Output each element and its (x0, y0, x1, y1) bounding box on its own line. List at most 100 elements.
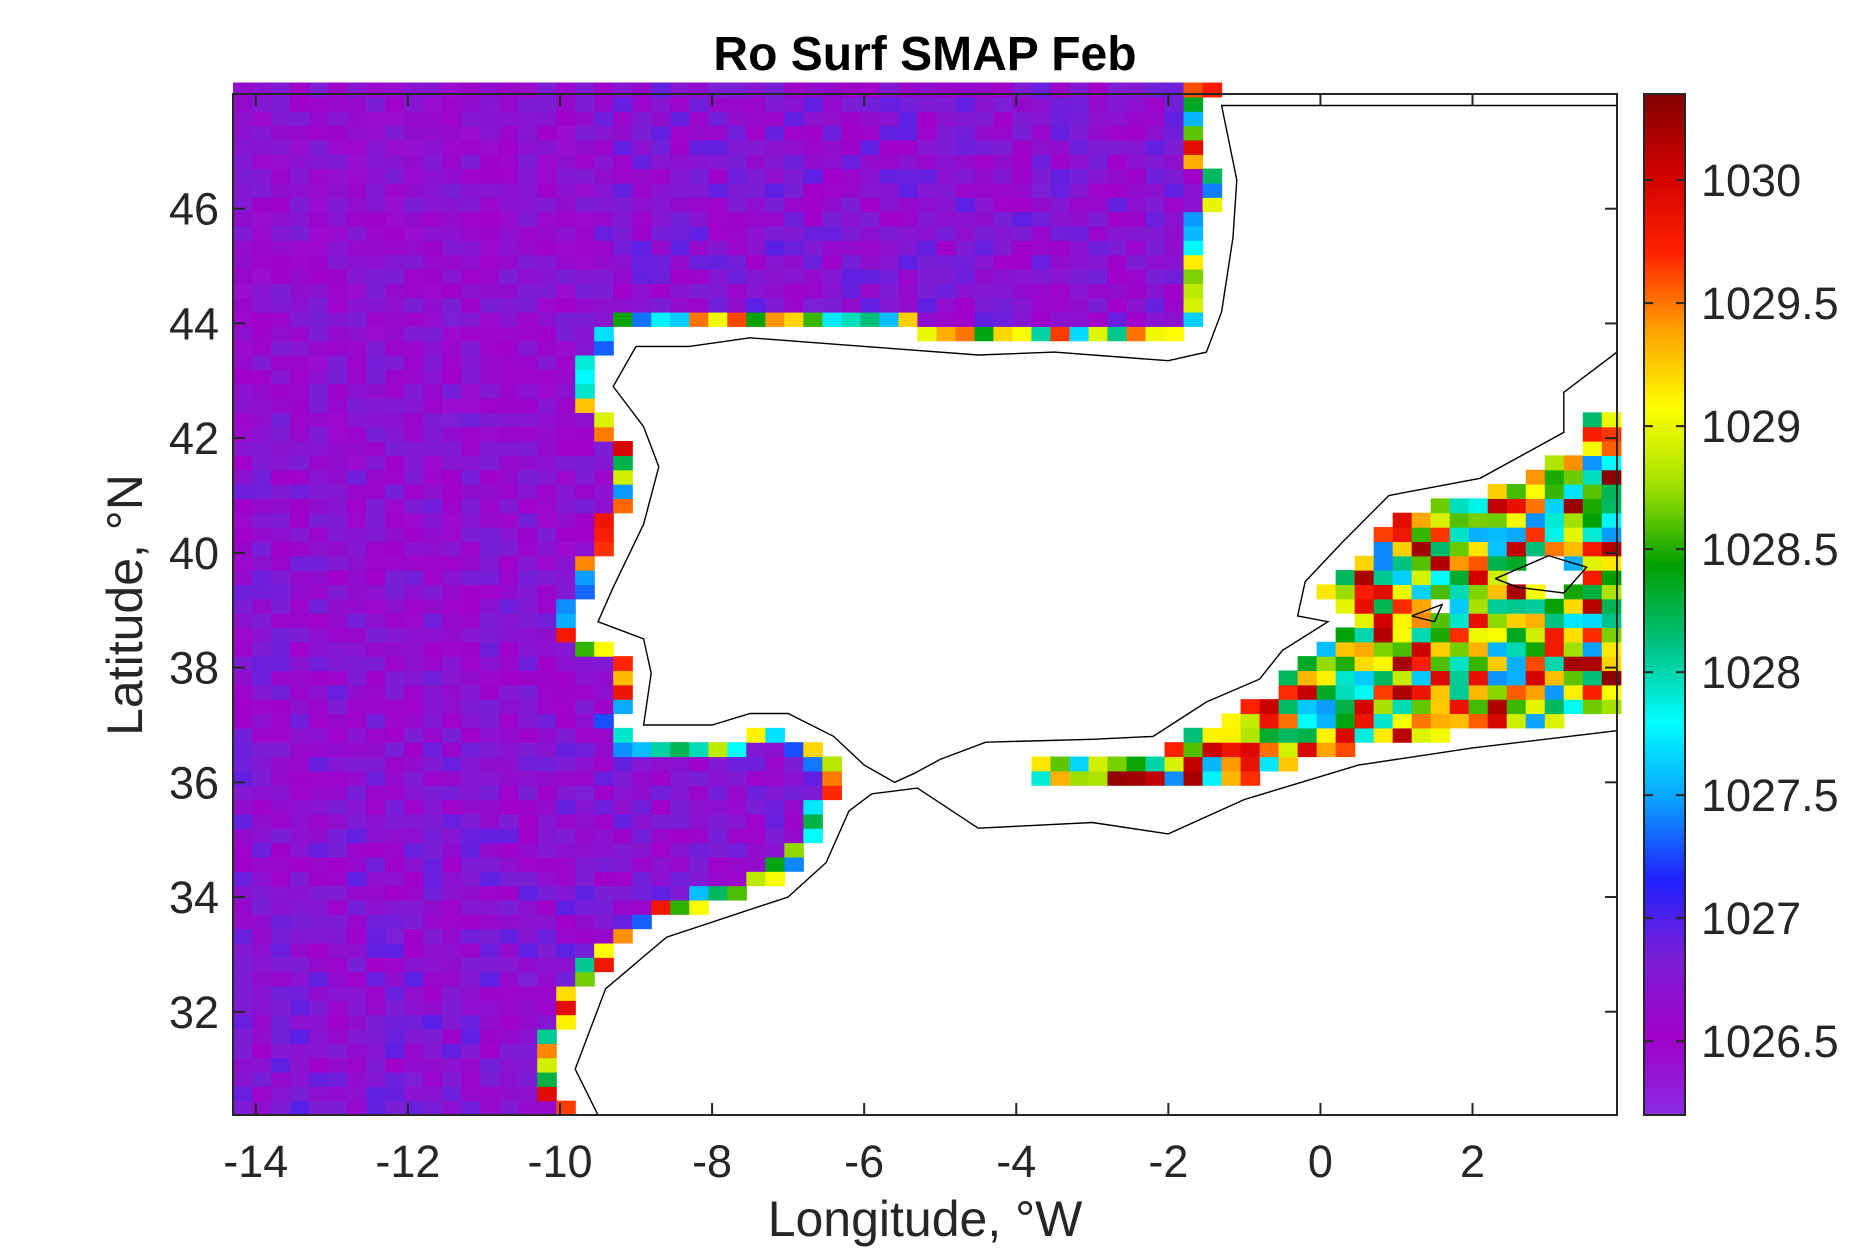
heatmap-cell (442, 1100, 462, 1116)
heatmap-cell (252, 613, 272, 629)
heatmap-cell (1468, 584, 1489, 600)
heatmap-cell (423, 326, 443, 342)
heatmap-cell (252, 168, 272, 184)
heatmap-cell (271, 928, 291, 944)
heatmap-cell (594, 82, 614, 98)
heatmap-cell (1183, 197, 1204, 213)
heatmap-cell (1354, 598, 1375, 614)
heatmap-cell (879, 197, 899, 213)
heatmap-cell (366, 641, 386, 657)
heatmap-cell (1430, 555, 1451, 571)
heatmap-cell (841, 311, 861, 327)
heatmap-cell (860, 96, 880, 112)
heatmap-cell (442, 96, 462, 112)
heatmap-cell (385, 699, 405, 715)
heatmap-cell (1183, 211, 1204, 227)
heatmap-cell (1392, 627, 1413, 643)
heatmap-cell (822, 297, 842, 313)
heatmap-cell (765, 168, 785, 184)
heatmap-cell (860, 297, 880, 313)
heatmap-cell (423, 1071, 443, 1087)
heatmap-cell (347, 283, 367, 299)
heatmap-cell (575, 283, 595, 299)
heatmap-cell (271, 584, 291, 600)
heatmap-cell (442, 1014, 462, 1030)
heatmap-cell (822, 283, 842, 299)
heatmap-cells (233, 82, 1622, 1116)
heatmap-cell (385, 197, 405, 213)
heatmap-cell (537, 957, 557, 973)
heatmap-cell (233, 369, 253, 385)
heatmap-cell (366, 139, 386, 155)
heatmap-cell (233, 770, 253, 786)
heatmap-cell (556, 871, 576, 887)
heatmap-cell (404, 412, 424, 428)
heatmap-cell (1392, 641, 1413, 657)
heatmap-cell (974, 211, 995, 227)
heatmap-cell (1563, 627, 1584, 643)
heatmap-cell (860, 225, 880, 241)
heatmap-cell (328, 799, 348, 815)
heatmap-cell (328, 856, 348, 872)
heatmap-cell (328, 469, 348, 485)
heatmap-cell (271, 1071, 291, 1087)
heatmap-cell (271, 541, 291, 557)
heatmap-cell (613, 928, 633, 944)
heatmap-cell (309, 842, 329, 858)
heatmap-cell (271, 828, 291, 844)
heatmap-cell (841, 96, 861, 112)
heatmap-cell (385, 570, 405, 586)
heatmap-cell (233, 885, 253, 901)
heatmap-cell (955, 326, 976, 342)
heatmap-cell (575, 182, 595, 198)
heatmap-cell (480, 885, 500, 901)
heatmap-cell (1563, 469, 1584, 485)
heatmap-cell (670, 168, 690, 184)
heatmap-cell (499, 383, 519, 399)
heatmap-cell (575, 512, 595, 528)
heatmap-cell (1145, 297, 1166, 313)
heatmap-cell (993, 211, 1014, 227)
heatmap-cell (879, 111, 899, 127)
heatmap-cell (860, 268, 880, 284)
heatmap-cell (480, 168, 500, 184)
y-tick-label: 36 (169, 757, 219, 808)
heatmap-cell (1297, 713, 1318, 729)
heatmap-cell (480, 154, 500, 170)
heatmap-cell (252, 398, 272, 413)
heatmap-cell (233, 856, 253, 872)
heatmap-cell (404, 899, 424, 915)
heatmap-cell (404, 197, 424, 213)
heatmap-cell (347, 1100, 367, 1116)
heatmap-cell (1544, 469, 1565, 485)
heatmap-cell (1088, 770, 1109, 786)
heatmap-cell (480, 813, 500, 829)
heatmap-cell (651, 899, 671, 915)
heatmap-cell (1335, 713, 1356, 729)
heatmap-cell (879, 211, 899, 227)
heatmap-cell (537, 899, 557, 915)
heatmap-cell (613, 268, 633, 284)
heatmap-cell (385, 928, 405, 944)
heatmap-cell (727, 770, 747, 786)
heatmap-cell (556, 928, 576, 944)
heatmap-cell (328, 182, 348, 198)
heatmap-cell (632, 125, 652, 141)
heatmap-cell (898, 268, 918, 284)
heatmap-cell (556, 441, 576, 456)
heatmap-cell (366, 441, 386, 456)
heatmap-cell (1335, 570, 1356, 586)
heatmap-cell (1126, 182, 1147, 198)
heatmap-cell (1050, 268, 1071, 284)
heatmap-cell (822, 96, 842, 112)
heatmap-cell (442, 197, 462, 213)
heatmap-cell (347, 942, 367, 958)
heatmap-cell (993, 297, 1014, 313)
heatmap-cell (480, 383, 500, 399)
heatmap-cell (347, 613, 367, 629)
heatmap-cell (480, 527, 500, 542)
heatmap-cell (499, 182, 519, 198)
heatmap-cell (442, 713, 462, 729)
heatmap-cell (271, 383, 291, 399)
heatmap-cell (594, 641, 614, 657)
